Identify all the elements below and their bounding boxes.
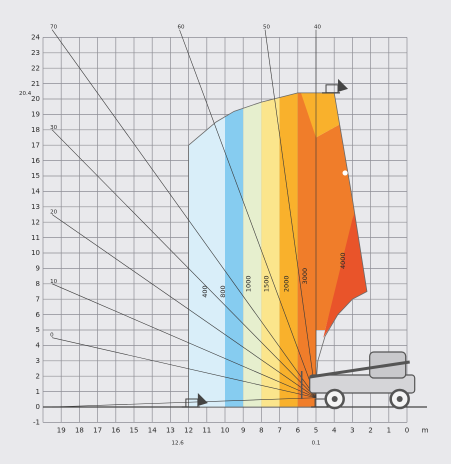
load-zone-label: 3000 [301, 268, 309, 285]
fork-head [197, 393, 208, 406]
y-tick-label: 11 [31, 234, 40, 242]
boom-angle-label: 40 [314, 25, 321, 31]
y-tick-label: 19 [31, 111, 40, 119]
axis-labels: -101234567891011121314151617181920212223… [19, 34, 429, 447]
y-tick-label: 6 [36, 311, 41, 319]
load-zone-label: 400 [201, 285, 209, 297]
x-tick-label: 4 [332, 426, 337, 434]
y-extra-label: 20.4 [19, 91, 32, 97]
x-extra-label: 12.6 [172, 440, 185, 446]
y-tick-label: 18 [31, 126, 40, 134]
y-tick-label: 15 [31, 172, 40, 180]
x-tick-label: 8 [259, 426, 263, 434]
x-extra-label: 0.1 [312, 440, 321, 446]
y-tick-label: 3 [36, 357, 40, 365]
marker-dot [342, 170, 348, 176]
y-tick-label: 22 [31, 64, 40, 72]
x-tick-label: 3 [350, 426, 354, 434]
envelope-outline [188, 92, 368, 408]
boom-angle-label: 20 [50, 210, 57, 216]
x-tick-label: 0 [405, 426, 409, 434]
fork-left [181, 393, 208, 408]
load-zone-label: 800 [219, 285, 227, 297]
vehicle-body [309, 374, 416, 394]
y-tick-label: 7 [36, 295, 40, 303]
load-zone-label: 1500 [263, 276, 271, 293]
y-tick-label: 0 [36, 403, 40, 411]
y-tick-label: 23 [31, 49, 40, 57]
x-tick-label: 13 [166, 426, 175, 434]
vehicle-hub-rear [396, 396, 403, 402]
boom-angle-line [179, 29, 317, 398]
vehicle-hub-front [331, 396, 338, 402]
y-tick-label: 1 [36, 388, 40, 396]
x-tick-label: 14 [148, 426, 157, 434]
load-zone-label: 1000 [244, 276, 252, 293]
boom-angle-line [52, 397, 317, 408]
x-tick-label: 1 [387, 426, 391, 434]
x-tick-label: 15 [130, 426, 139, 434]
load-zone-3000 [297, 92, 316, 407]
fork-head [338, 78, 349, 92]
boom-angle-line [52, 337, 317, 399]
y-tick-label: 20 [31, 95, 40, 103]
boom-angle-lines: 70 60 50 40 30 20 10 0 [50, 25, 321, 408]
y-tick-label: 5 [36, 326, 40, 334]
y-tick-label: 12 [31, 218, 40, 226]
boom-angle-label: 30 [50, 125, 57, 131]
y-tick-label: 9 [36, 265, 40, 273]
x-tick-label: 2 [368, 426, 372, 434]
boom-angle-label: 70 [50, 25, 57, 31]
telehandler-vehicle [181, 78, 416, 410]
load-zone-400 [188, 92, 225, 407]
x-tick-label: 6 [296, 426, 301, 434]
y-tick-label: 24 [31, 34, 40, 42]
load-zone-2000 [279, 92, 298, 407]
boom-angle-label: 10 [50, 279, 57, 285]
x-tick-label: 17 [93, 426, 102, 434]
boom-angle-label: 60 [178, 25, 185, 31]
y-tick-label: 10 [31, 249, 40, 257]
x-tick-label: 7 [277, 426, 281, 434]
x-tick-label: 10 [221, 426, 230, 434]
y-tick-label: 4 [36, 342, 41, 350]
x-unit-label: m [422, 426, 429, 434]
fork-top [322, 78, 349, 94]
y-tick-label: 16 [31, 157, 40, 165]
x-tick-label: 12 [184, 426, 193, 434]
y-tick-label: 21 [31, 80, 40, 88]
x-tick-label: 5 [314, 426, 318, 434]
y-tick-label: 14 [31, 188, 40, 196]
load-zone-label: 2000 [283, 276, 291, 293]
boom-angle-label: 50 [263, 25, 270, 31]
load-zone-800 [225, 92, 244, 407]
y-tick-label: 8 [36, 280, 40, 288]
x-tick-label: 19 [57, 426, 66, 434]
boom-angle-line [51, 29, 317, 398]
load-zone-label: 4000 [339, 252, 347, 269]
boom-angle-label: 0 [50, 333, 54, 339]
boom-angle-line [51, 283, 317, 399]
vehicle-boom [309, 360, 410, 379]
y-tick-label: 13 [31, 203, 40, 211]
load-zone-4000 [323, 199, 367, 338]
x-tick-label: 18 [75, 426, 84, 434]
load-zones: 400 800 1000 1500 2000 3000 4000 [188, 92, 368, 408]
boom-angle-line [51, 129, 317, 398]
y-tick-label: 17 [31, 141, 40, 149]
x-tick-label: 9 [241, 426, 245, 434]
boom-angle-line [264, 29, 317, 398]
x-tick-label: 16 [111, 426, 120, 434]
x-tick-label: 11 [202, 426, 211, 434]
y-tick-label: 2 [36, 372, 40, 380]
y-tick-label: -1 [33, 419, 40, 427]
boom-angle-line [51, 214, 317, 399]
